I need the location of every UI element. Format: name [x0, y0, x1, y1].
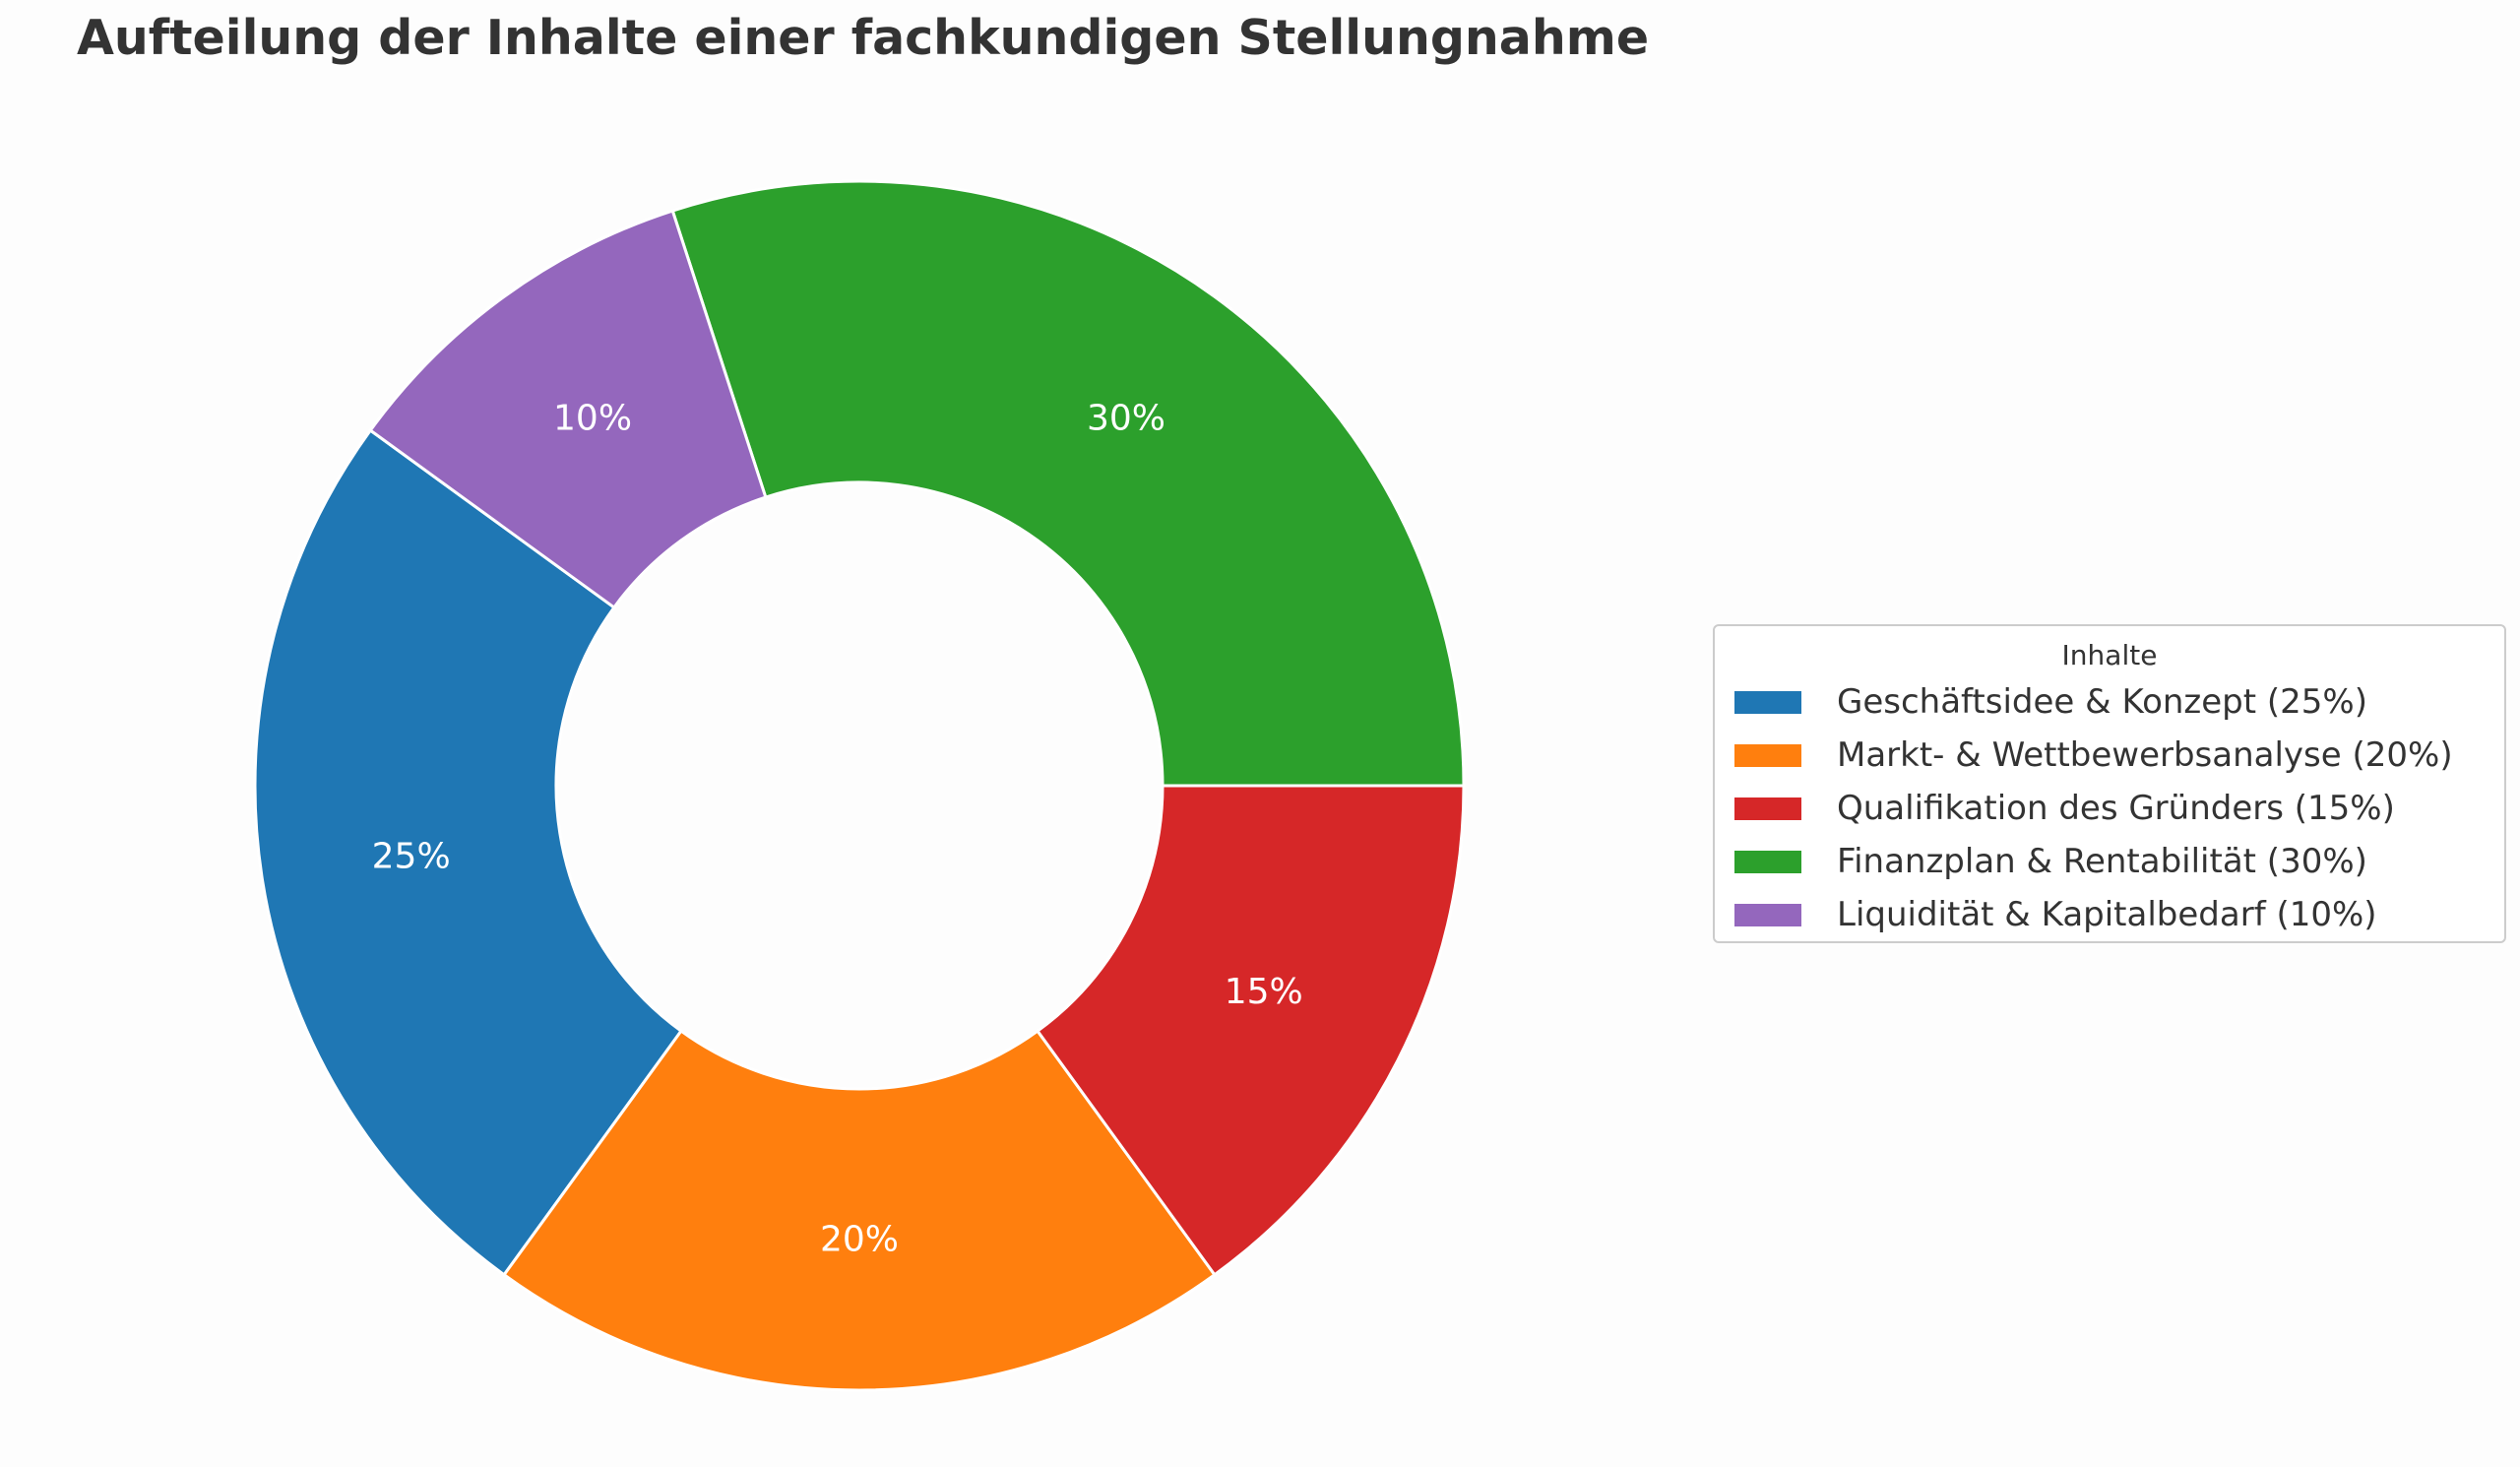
legend-item: Finanzplan & Rentabilität (30%) — [1715, 835, 2504, 888]
chart-title: Aufteilung der Inhalte einer fachkundige… — [77, 10, 1650, 66]
donut-slice — [502, 1029, 1217, 1392]
donut-slice — [368, 209, 768, 610]
donut-slice — [253, 428, 684, 1277]
legend-label: Markt- & Wettbewerbsanalyse (20%) — [1837, 735, 2453, 775]
slice-percent-label: 25% — [372, 837, 451, 877]
donut-slice — [1035, 784, 1466, 1277]
legend-item: Markt- & Wettbewerbsanalyse (20%) — [1715, 729, 2504, 782]
slice-percent-label: 15% — [1225, 972, 1303, 1012]
legend-item: Geschäftsidee & Konzept (25%) — [1715, 675, 2504, 729]
slices-group — [253, 179, 1466, 1392]
legend-title: Inhalte — [2061, 639, 2158, 671]
legend-label: Finanzplan & Rentabilität (30%) — [1837, 842, 2367, 881]
slice-labels-group: 25% 20% 15% 30% 10% — [372, 399, 1303, 1260]
legend-item: Liquidität & Kapitalbedarf (10%) — [1715, 888, 2504, 941]
legend: Inhalte Geschäftsidee & Konzept (25%) Ma… — [1713, 624, 2506, 943]
legend-swatch — [1734, 690, 1801, 714]
legend-item: Qualifikation des Gründers (15%) — [1715, 782, 2504, 835]
slice-percent-label: 20% — [820, 1220, 899, 1260]
legend-label: Geschäftsidee & Konzept (25%) — [1837, 682, 2368, 722]
legend-swatch — [1734, 903, 1801, 926]
legend-label: Qualifikation des Gründers (15%) — [1837, 789, 2395, 828]
slice-percent-label: 10% — [553, 399, 632, 439]
legend-swatch — [1734, 850, 1801, 873]
donut-chart: 25% 20% 15% 30% 10% — [253, 179, 1466, 1392]
slice-percent-label: 30% — [1087, 399, 1166, 439]
donut-slice — [670, 179, 1466, 788]
legend-items: Geschäftsidee & Konzept (25%) Markt- & W… — [1715, 675, 2504, 941]
legend-swatch — [1734, 797, 1801, 820]
legend-swatch — [1734, 743, 1801, 767]
legend-label: Liquidität & Kapitalbedarf (10%) — [1837, 895, 2377, 934]
